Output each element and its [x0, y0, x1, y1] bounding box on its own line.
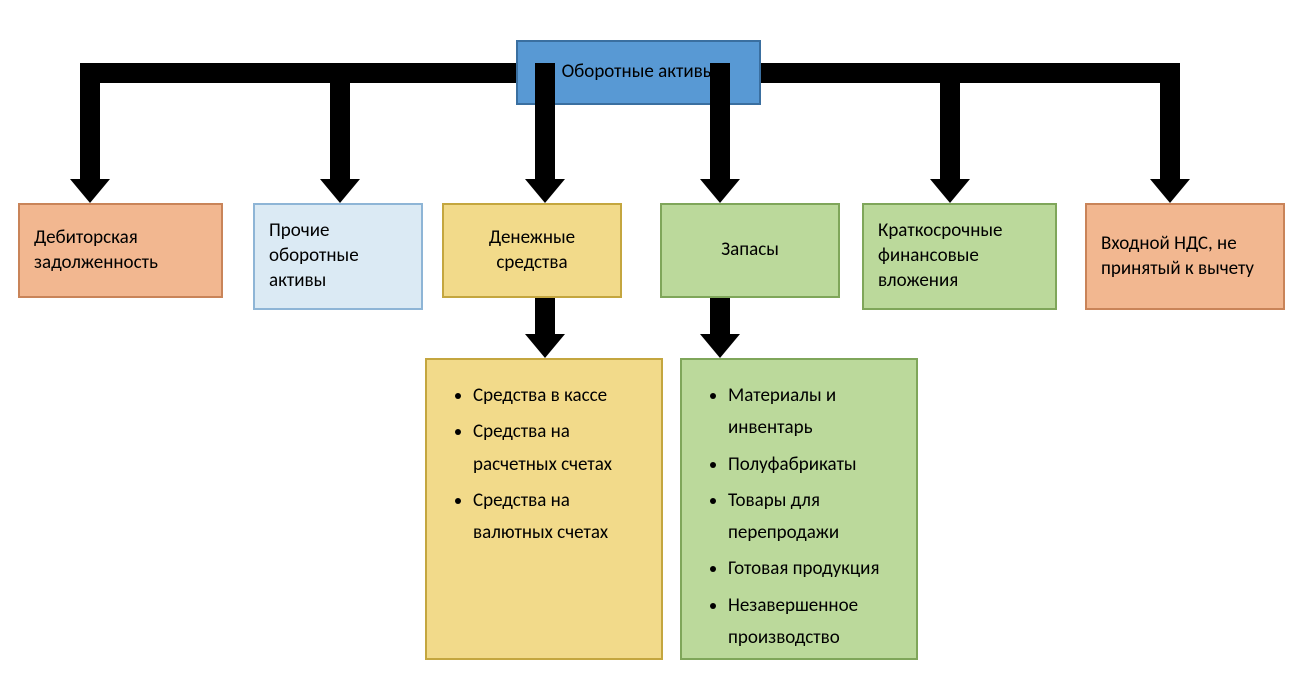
arrow-stem-debt: [80, 63, 100, 179]
arrow-stem-other: [330, 63, 350, 179]
node-shortfin: Краткосрочные финансовые вложения: [862, 203, 1057, 310]
node-debt-label: Дебиторская задолженность: [34, 226, 207, 275]
node-debt: Дебиторская задолженность: [18, 203, 223, 298]
arrow-head-cash: [525, 179, 565, 203]
arrow-head-stock-detail: [700, 334, 740, 358]
arrow-stem-cash-detail: [535, 298, 555, 334]
detail-stock-item: Готовая продукция: [728, 551, 908, 587]
arrow-head-vat: [1150, 179, 1190, 203]
detail-stock-item: Материалы и инвентарь: [728, 378, 908, 447]
detail-cash-item: Средства на валютных счетах: [473, 483, 653, 552]
node-root-label: Оборотные активы: [562, 60, 716, 85]
node-other: Прочие оборотные активы: [253, 203, 423, 310]
node-stock-label: Запасы: [721, 238, 779, 263]
node-stock: Запасы: [660, 203, 840, 298]
detail-stock: Материалы и инвентарьПолуфабрикатыТовары…: [680, 358, 918, 660]
detail-stock-item: Товары для перепродажи: [728, 483, 908, 552]
detail-stock-item: Незавершенное производство: [728, 588, 908, 657]
node-vat: Входной НДС, не принятый к вычету: [1085, 203, 1285, 310]
detail-stock-item: Полуфабрикаты: [728, 447, 908, 483]
node-shortfin-label: Краткосрочные финансовые вложения: [878, 219, 1041, 293]
arrow-head-stock: [700, 179, 740, 203]
arrow-stem-shortfin: [940, 63, 960, 179]
arrow-head-debt: [70, 179, 110, 203]
node-cash-label: Денежные средства: [458, 226, 606, 275]
detail-cash-list: Средства в кассеСредства на расчетных сч…: [435, 378, 653, 551]
arrow-stem-cash: [535, 63, 555, 179]
arrow-stem-stock-detail: [710, 298, 730, 334]
node-vat-label: Входной НДС, не принятый к вычету: [1101, 232, 1269, 281]
detail-cash-item: Средства в кассе: [473, 378, 653, 414]
arrow-head-shortfin: [930, 179, 970, 203]
node-other-label: Прочие оборотные активы: [269, 219, 407, 293]
detail-stock-list: Материалы и инвентарьПолуфабрикатыТовары…: [690, 378, 908, 656]
detail-cash: Средства в кассеСредства на расчетных сч…: [425, 358, 663, 660]
diagram-canvas: Оборотные активы Дебиторская задолженнос…: [0, 0, 1305, 690]
detail-cash-item: Средства на расчетных счетах: [473, 414, 653, 483]
arrow-head-other: [320, 179, 360, 203]
node-cash: Денежные средства: [442, 203, 622, 298]
arrow-stem-stock: [710, 63, 730, 179]
arrow-head-cash-detail: [525, 334, 565, 358]
arrow-stem-vat: [1160, 63, 1180, 179]
